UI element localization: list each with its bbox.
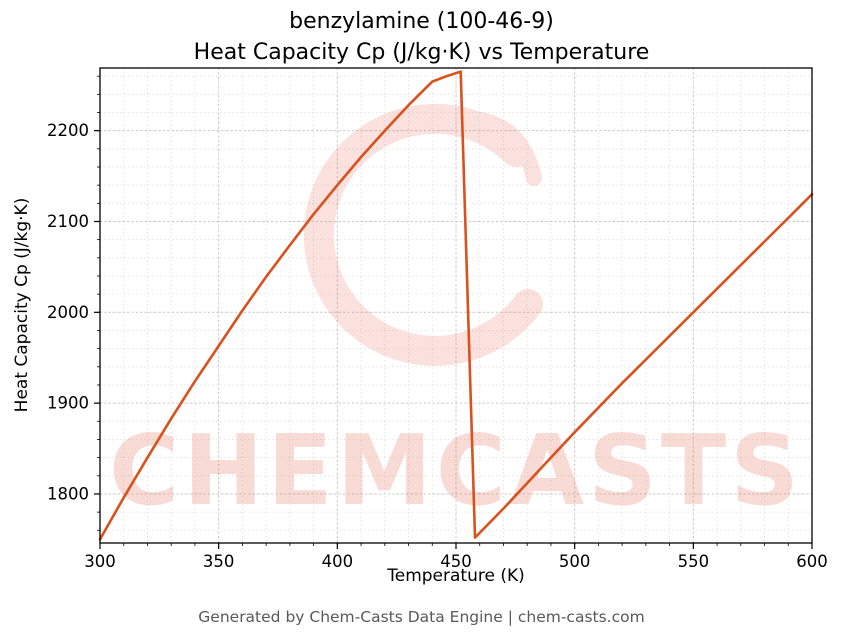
chart-title-line2: Heat Capacity Cp (J/kg·K) vs Temperature [193,40,650,66]
svg-text:1800: 1800 [47,484,89,503]
cp-series-line [98,70,814,541]
footer-attribution: Generated by Chem-Casts Data Engine | ch… [198,608,645,626]
svg-text:2100: 2100 [47,212,89,231]
svg-text:1900: 1900 [47,394,89,413]
svg-text:550: 550 [678,552,710,571]
svg-text:350: 350 [203,552,235,571]
watermark-text: CHEMCASTS [109,414,803,527]
chemcasts-swirl-logo-icon [303,103,543,366]
x-axis-label: Temperature (K) [387,566,525,586]
svg-text:500: 500 [559,552,591,571]
chart-title-line1: benzylamine (100-46-9) [289,9,554,34]
svg-text:2000: 2000 [47,303,89,322]
chart-title: benzylamine (100-46-9) Heat Capacity Cp … [0,6,843,68]
svg-text:450: 450 [440,552,472,571]
svg-text:2200: 2200 [47,121,89,140]
svg-text:400: 400 [322,552,354,571]
svg-text:300: 300 [84,552,116,571]
svg-text:600: 600 [796,552,828,571]
y-axis-label: Heat Capacity Cp (J/kg·K) [12,197,32,413]
